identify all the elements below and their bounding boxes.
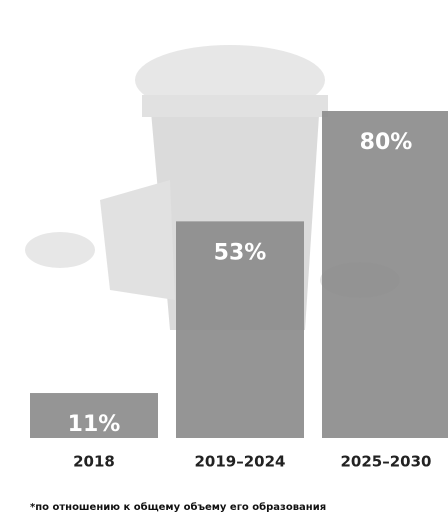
x-tick-label: 2025–2030 bbox=[341, 453, 432, 471]
trash-item bbox=[25, 232, 95, 268]
value-label: 53% bbox=[214, 240, 267, 265]
bar bbox=[322, 111, 448, 438]
value-label: 80% bbox=[360, 130, 413, 155]
x-tick-label: 2018 bbox=[73, 453, 115, 471]
chart: *по отношению к общему объему его образо… bbox=[0, 0, 448, 517]
footnote: *по отношению к общему объему его образо… bbox=[30, 501, 326, 513]
value-label: 11% bbox=[68, 412, 121, 437]
trash-item bbox=[100, 180, 175, 300]
bin-lid bbox=[142, 95, 328, 117]
x-tick-label: 2019–2024 bbox=[195, 453, 286, 471]
